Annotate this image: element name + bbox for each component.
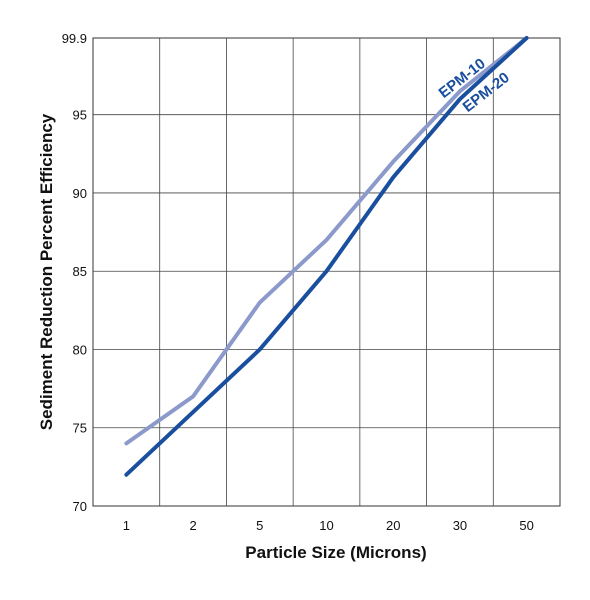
x-tick-label: 20 (386, 518, 400, 533)
y-tick-label: 75 (73, 421, 87, 436)
series-line-epm-10 (124, 36, 529, 446)
y-tick-label: 95 (73, 108, 87, 123)
series-line-epm-20 (124, 36, 529, 477)
y-axis-title: Sediment Reduction Percent Efficiency (37, 113, 56, 430)
x-tick-label: 10 (319, 518, 333, 533)
y-tick-label: 85 (73, 264, 87, 279)
y-tick-label: 90 (73, 186, 87, 201)
x-axis-title: Particle Size (Microns) (245, 543, 426, 562)
x-tick-labels: 1 2 5 10 20 30 50 (123, 518, 534, 533)
x-tick-label: 50 (519, 518, 533, 533)
series-layer (124, 36, 529, 477)
y-tick-label: 99.9 (62, 31, 87, 46)
y-tick-label: 80 (73, 342, 87, 357)
x-tick-label: 30 (453, 518, 467, 533)
y-tick-label: 70 (73, 499, 87, 514)
x-tick-label: 5 (256, 518, 263, 533)
x-tick-label: 2 (189, 518, 196, 533)
y-tick-labels: 70 75 80 85 90 95 99.9 (62, 31, 87, 514)
x-tick-label: 1 (123, 518, 130, 533)
